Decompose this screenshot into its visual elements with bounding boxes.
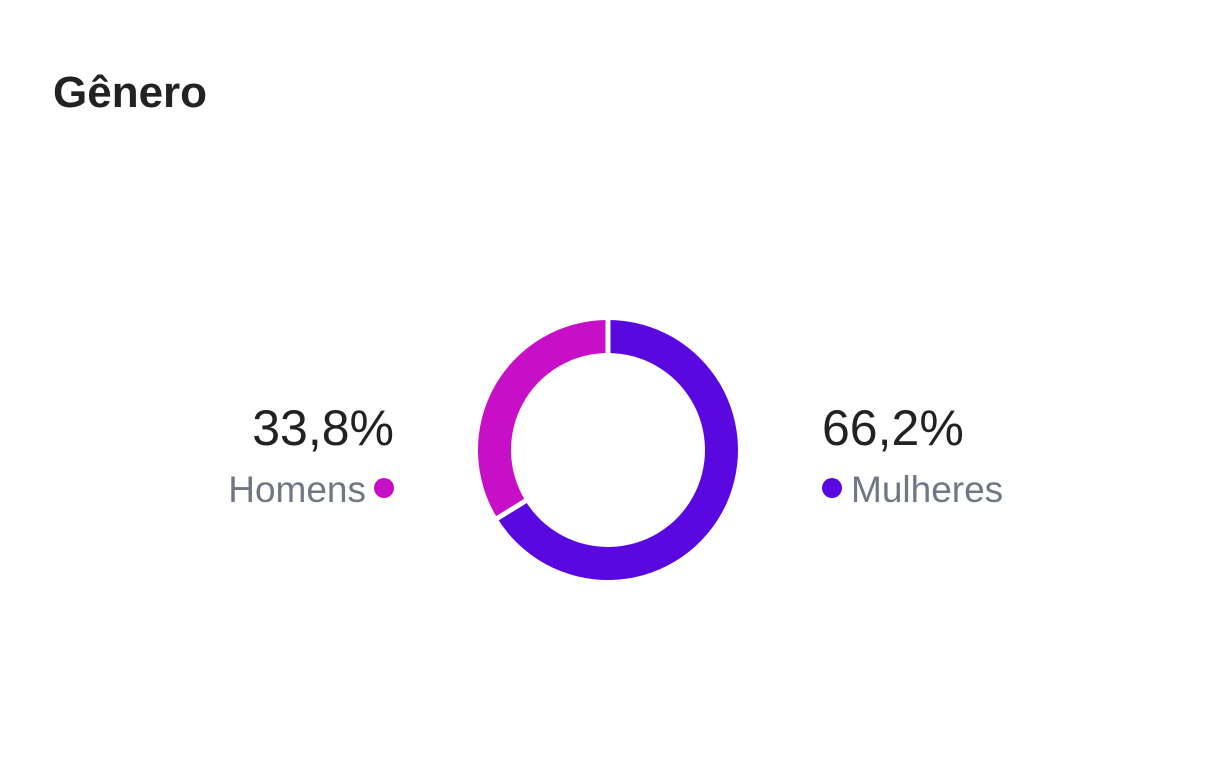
chart-title: Gênero: [53, 68, 207, 117]
legend-dot: [374, 478, 394, 498]
legend-label: Homens: [228, 469, 366, 510]
value-label: 33,8%: [252, 400, 394, 456]
segment-gap: [494, 497, 529, 522]
donut-segment: [477, 320, 608, 519]
legend-label: Mulheres: [851, 469, 1003, 510]
value-label: 66,2%: [822, 400, 964, 456]
legend-dot: [822, 478, 842, 498]
